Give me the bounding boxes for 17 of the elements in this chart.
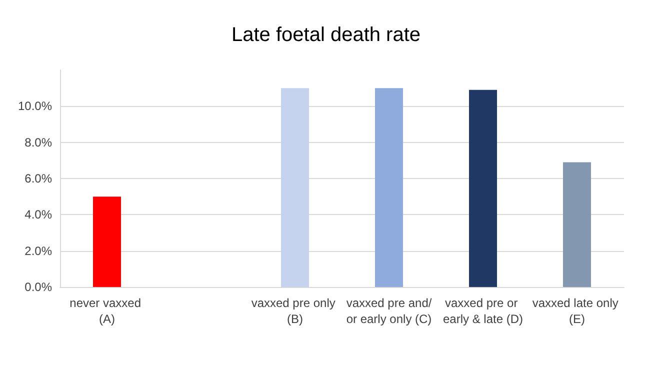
y-tick-label: 0.0% [24, 280, 52, 294]
bar [563, 162, 591, 287]
y-tick-label: 6.0% [24, 172, 52, 186]
bar [469, 90, 497, 287]
bar [281, 88, 309, 287]
x-tick-label: vaxxed late only (E) [532, 296, 622, 326]
x-tick-label: never vaxxed (A) [70, 296, 144, 326]
bar [93, 196, 121, 287]
y-tick-label: 2.0% [24, 244, 52, 258]
x-tick-label: vaxxed pre and/or early only (C) [346, 296, 432, 326]
y-tick-label: 4.0% [24, 208, 52, 222]
x-tick-label: vaxxed pre or early & late (D) [442, 296, 524, 326]
y-tick-label: 10.0% [18, 99, 52, 114]
y-tick-label: 8.0% [24, 135, 52, 150]
chart-title: Late foetal death rate [231, 24, 421, 46]
x-tick-label: vaxxed pre only (B) [251, 296, 339, 326]
bar [375, 88, 403, 287]
